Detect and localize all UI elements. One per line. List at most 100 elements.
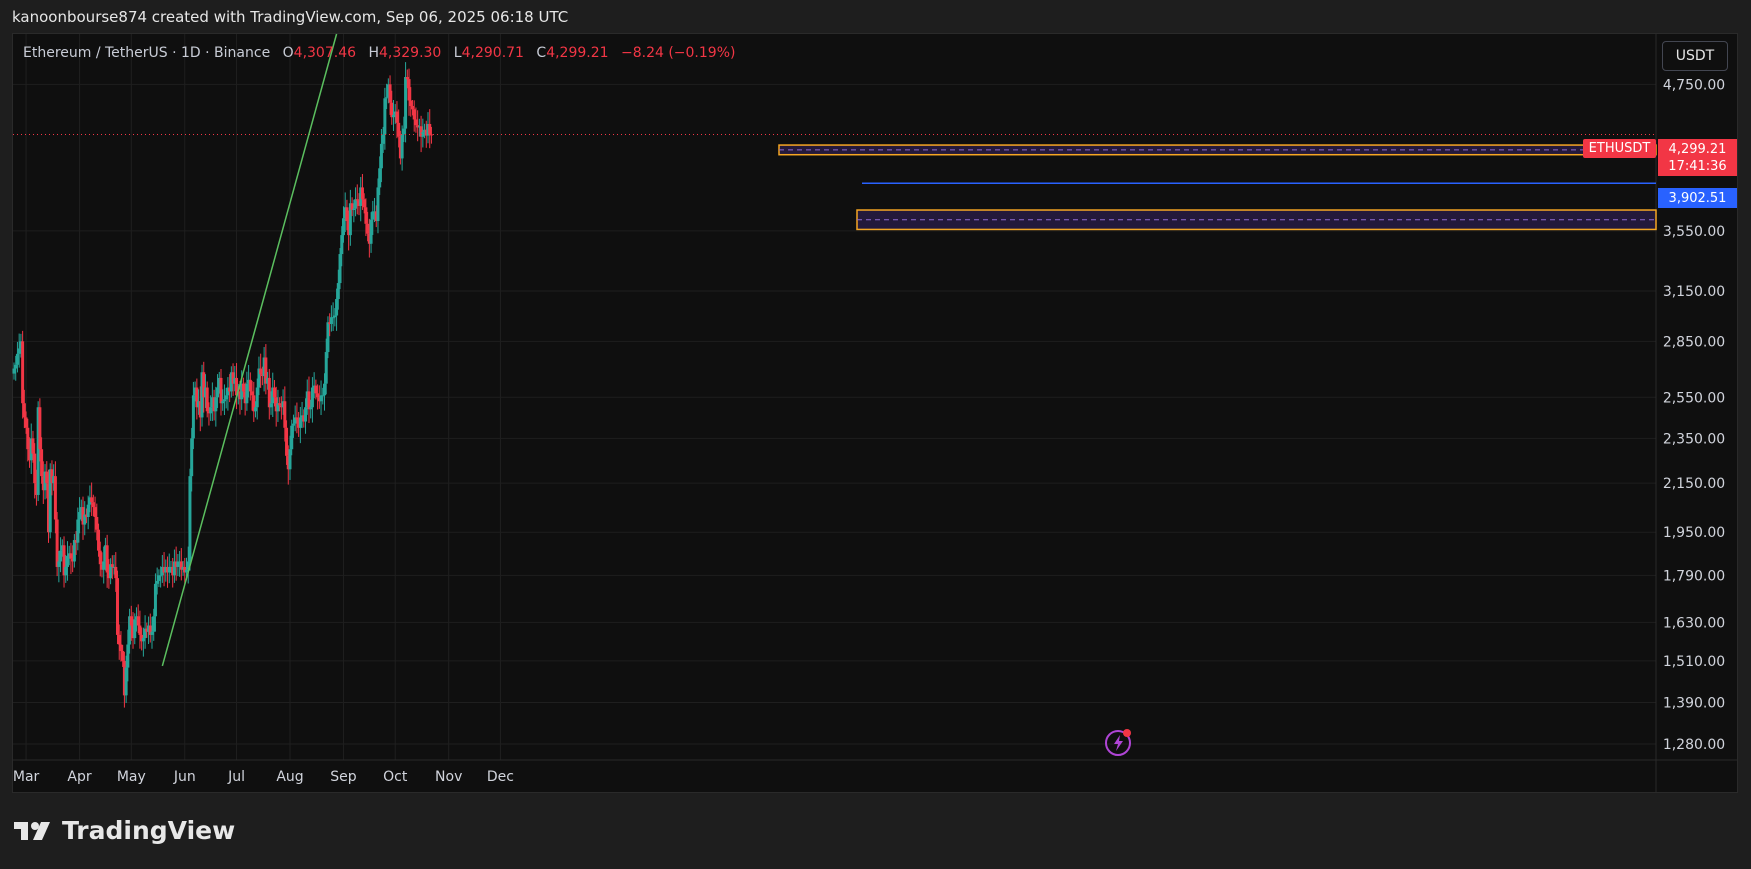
- candle-body: [255, 387, 259, 408]
- candle-down: [174, 546, 178, 581]
- candle-up: [181, 560, 185, 576]
- candle-body: [116, 578, 119, 635]
- candle-down: [274, 386, 278, 427]
- candle-up: [333, 308, 337, 327]
- candle-down: [367, 218, 371, 258]
- candle-down: [243, 382, 247, 416]
- symbol-legend[interactable]: Ethereum / TetherUS · 1D · Binance O4,30…: [23, 45, 735, 61]
- candle-body: [429, 134, 433, 136]
- candle-body: [286, 455, 290, 470]
- candle-down: [260, 366, 264, 386]
- candle-body: [335, 299, 339, 316]
- x-tick-label: Oct: [383, 769, 408, 785]
- candle-up: [155, 567, 159, 595]
- candle-down: [148, 613, 152, 643]
- candle-down: [364, 198, 368, 237]
- candle-body: [419, 126, 423, 137]
- chart-panel[interactable]: [12, 33, 1738, 793]
- candle-up: [393, 104, 397, 125]
- candle-down: [69, 542, 73, 575]
- candle-body: [398, 136, 402, 159]
- candle-up: [164, 559, 168, 582]
- candle-down: [33, 443, 37, 499]
- flash-alert-icon[interactable]: [1104, 727, 1134, 757]
- candle-down: [388, 75, 392, 115]
- x-tick-label: Aug: [276, 769, 303, 785]
- candle-body: [316, 393, 320, 398]
- candle-up: [83, 501, 87, 536]
- candle-down: [162, 552, 166, 587]
- candle-up: [369, 212, 373, 253]
- candle-body: [269, 403, 273, 408]
- candle-down: [84, 508, 88, 524]
- candle-down: [140, 627, 144, 651]
- candle-up: [383, 87, 387, 150]
- candle-up: [67, 545, 71, 566]
- candle-body: [295, 417, 299, 420]
- candle-body: [160, 566, 164, 576]
- candle-down: [252, 381, 256, 422]
- currency-button[interactable]: USDT: [1662, 41, 1728, 71]
- candle-body: [352, 208, 356, 211]
- candle-up: [421, 118, 425, 148]
- candle-up: [159, 566, 163, 588]
- candle-down: [198, 386, 202, 432]
- candle-body: [216, 387, 220, 398]
- candle-up: [52, 464, 56, 491]
- candle-body: [148, 625, 152, 635]
- candle-body: [12, 368, 16, 374]
- candle-up: [379, 128, 383, 183]
- candle-up: [326, 316, 330, 359]
- candle-up: [186, 546, 190, 584]
- candle-body: [133, 619, 137, 639]
- candle-body: [291, 423, 295, 426]
- candle-up: [262, 347, 266, 392]
- candle-down: [302, 409, 306, 428]
- candle-down: [34, 469, 38, 506]
- candle-up: [352, 199, 356, 223]
- candle-down: [241, 377, 245, 398]
- candle-body: [84, 514, 88, 518]
- candle-down: [93, 496, 97, 533]
- candle-down: [207, 402, 211, 426]
- candle-body: [241, 383, 245, 392]
- candle-up: [224, 387, 228, 409]
- candle-up: [109, 558, 113, 585]
- candle-down: [122, 651, 126, 708]
- candle-up: [60, 539, 64, 557]
- candle-body: [405, 76, 409, 80]
- candle-down: [41, 461, 45, 504]
- candle-down: [97, 523, 101, 557]
- candle-up: [298, 406, 302, 444]
- candle-down: [98, 541, 102, 577]
- candle-up: [190, 427, 194, 492]
- candle-body: [107, 572, 111, 579]
- candle-up: [59, 537, 63, 573]
- candle-down: [40, 437, 44, 484]
- tradingview-logo[interactable]: TradingView: [14, 816, 235, 845]
- candle-body: [333, 315, 337, 318]
- candle-down: [117, 624, 121, 660]
- candle-down: [297, 411, 301, 437]
- candle-body: [112, 566, 116, 568]
- candle-up: [64, 555, 68, 583]
- candle-down: [95, 503, 99, 541]
- candle-body: [119, 644, 123, 651]
- candle-body: [302, 415, 306, 422]
- candle-body: [357, 200, 361, 206]
- candle-down: [131, 612, 135, 649]
- candle-body: [169, 566, 173, 568]
- candle-body: [355, 199, 359, 201]
- candle-body: [203, 387, 207, 398]
- candle-down: [100, 552, 104, 578]
- candle-up: [12, 362, 16, 380]
- candle-body: [336, 283, 340, 300]
- candle-body: [326, 322, 330, 353]
- candle-body: [36, 407, 40, 495]
- candle-down: [424, 120, 428, 148]
- candle-body: [103, 545, 107, 562]
- candle-up: [157, 569, 161, 588]
- candle-body: [364, 207, 368, 224]
- candle-down: [374, 205, 378, 228]
